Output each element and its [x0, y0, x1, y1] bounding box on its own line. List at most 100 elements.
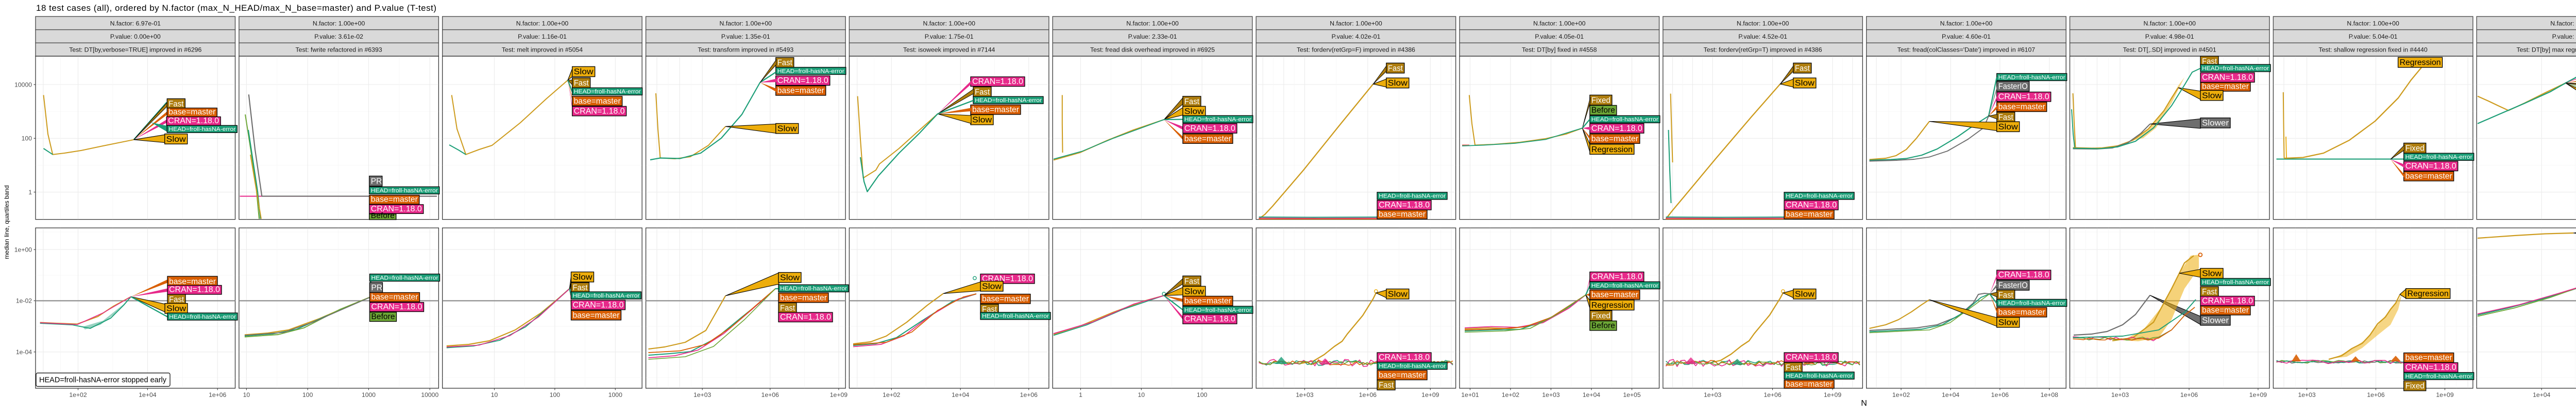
svg-text:CRAN=1.18.0: CRAN=1.18.0 [2405, 162, 2456, 171]
svg-text:10: 10 [1138, 391, 1145, 399]
svg-text:CRAN=1.18.0: CRAN=1.18.0 [1591, 124, 1642, 133]
svg-text:HEAD=froll-hasNA-error: HEAD=froll-hasNA-error [982, 313, 1049, 320]
svg-text:Fast: Fast [168, 100, 184, 109]
svg-text:1e+01: 1e+01 [1461, 391, 1479, 399]
svg-text:Test: DT[by,verbose=TRUE] impr: Test: DT[by,verbose=TRUE] improved in #6… [69, 46, 201, 54]
svg-text:Test: DT[by] fixed in #4558: Test: DT[by] fixed in #4558 [1522, 46, 1597, 54]
svg-text:HEAD=froll-hasNA-error: HEAD=froll-hasNA-error [573, 293, 640, 299]
svg-text:Fast: Fast [982, 305, 997, 314]
svg-text:HEAD=froll-hasNA-error: HEAD=froll-hasNA-error [574, 89, 641, 95]
svg-text:base=master: base=master [1591, 135, 1638, 143]
svg-text:CRAN=1.18.0: CRAN=1.18.0 [371, 303, 422, 311]
svg-text:CRAN=1.18.0: CRAN=1.18.0 [169, 286, 220, 294]
svg-text:1e+04: 1e+04 [952, 391, 969, 399]
svg-text:CRAN=1.18.0: CRAN=1.18.0 [780, 313, 831, 322]
svg-text:1e+06: 1e+06 [1991, 391, 2009, 399]
svg-text:HEAD=froll-hasNA-error: HEAD=froll-hasNA-error [2405, 154, 2472, 160]
svg-text:base=master: base=master [371, 293, 418, 302]
svg-text:1000: 1000 [362, 391, 376, 399]
svg-text:N.factor: 1.00e+00: N.factor: 1.00e+00 [1940, 20, 1993, 27]
svg-text:Fast: Fast [169, 295, 184, 304]
svg-text:base=master: base=master [574, 97, 621, 106]
svg-text:Slow: Slow [1998, 123, 2019, 131]
svg-text:HEAD=froll-hasNA-error: HEAD=froll-hasNA-error [1379, 363, 1446, 369]
svg-text:base=master: base=master [2405, 354, 2452, 362]
svg-text:P.value: 5.13e-01: P.value: 5.13e-01 [2552, 33, 2576, 40]
svg-text:HEAD=froll-hasNA-error stopped: HEAD=froll-hasNA-error stopped early [39, 376, 167, 385]
svg-text:N.factor: 1.00e+00: N.factor: 1.00e+00 [1126, 20, 1179, 27]
svg-text:CRAN=1.18.0: CRAN=1.18.0 [1184, 315, 1235, 324]
svg-text:base=master: base=master [780, 293, 827, 302]
svg-text:Slow: Slow [1795, 290, 1815, 299]
svg-text:P.value: 0.00e+00: P.value: 0.00e+00 [110, 33, 161, 40]
svg-text:FasterIO: FasterIO [1998, 82, 2028, 91]
svg-text:median line, quartiles band: median line, quartiles band [3, 185, 10, 259]
svg-text:Slow: Slow [1184, 287, 1205, 296]
svg-text:18 test cases (all), ordered b: 18 test cases (all), ordered by N.factor… [36, 3, 436, 13]
svg-text:CRAN=1.18.0: CRAN=1.18.0 [972, 77, 1023, 86]
svg-text:1e+04: 1e+04 [1583, 391, 1600, 399]
svg-text:CRAN=1.18.0: CRAN=1.18.0 [2202, 297, 2253, 306]
svg-text:100: 100 [550, 391, 561, 399]
svg-text:N.factor: 1.00e+00: N.factor: 1.00e+00 [516, 20, 569, 27]
svg-text:Slow: Slow [166, 135, 187, 144]
svg-text:Fast: Fast [2202, 288, 2217, 296]
svg-text:1: 1 [28, 189, 32, 196]
svg-text:CRAN=1.18.0: CRAN=1.18.0 [1379, 201, 1430, 210]
svg-text:HEAD=froll-hasNA-error: HEAD=froll-hasNA-error [1184, 117, 1251, 123]
svg-text:base=master: base=master [371, 195, 418, 204]
svg-text:CRAN=1.18.0: CRAN=1.18.0 [1591, 273, 1642, 281]
svg-text:PR: PR [371, 284, 383, 292]
svg-text:HEAD=froll-hasNA-error: HEAD=froll-hasNA-error [1786, 373, 1853, 379]
svg-text:Test: transform improved in #5: Test: transform improved in #5493 [698, 46, 793, 54]
svg-text:Fast: Fast [2202, 57, 2217, 66]
svg-text:P.value: 5.04e-01: P.value: 5.04e-01 [2349, 33, 2398, 40]
svg-text:Fast: Fast [1998, 291, 2014, 300]
svg-text:base=master: base=master [1184, 297, 1231, 306]
svg-text:CRAN=1.18.0: CRAN=1.18.0 [2202, 73, 2253, 82]
svg-text:HEAD=froll-hasNA-error: HEAD=froll-hasNA-error [1591, 283, 1658, 289]
svg-text:1e+06: 1e+06 [2367, 391, 2384, 399]
svg-text:HEAD=froll-hasNA-error: HEAD=froll-hasNA-error [1184, 307, 1251, 313]
svg-text:Fixed: Fixed [1591, 96, 1611, 105]
svg-text:P.value: 4.52e-01: P.value: 4.52e-01 [1738, 33, 1787, 40]
svg-text:Slow: Slow [982, 283, 1002, 291]
svg-text:10: 10 [243, 391, 250, 399]
svg-text:HEAD=froll-hasNA-error: HEAD=froll-hasNA-error [1786, 193, 1853, 200]
svg-text:CRAN=1.18.0: CRAN=1.18.0 [573, 301, 624, 309]
svg-text:100: 100 [1197, 391, 1208, 399]
svg-text:base=master: base=master [169, 277, 216, 286]
svg-text:base=master: base=master [1786, 210, 1833, 219]
svg-text:1e+09: 1e+09 [2436, 391, 2453, 399]
svg-text:HEAD=froll-hasNA-error: HEAD=froll-hasNA-error [1998, 74, 2065, 80]
svg-text:HEAD=froll-hasNA-error: HEAD=froll-hasNA-error [1998, 300, 2065, 306]
svg-text:1: 1 [1079, 391, 1082, 399]
svg-text:Fast: Fast [1184, 97, 1200, 106]
svg-text:base=master: base=master [1998, 103, 2045, 111]
svg-text:CRAN=1.18.0: CRAN=1.18.0 [1184, 124, 1235, 133]
svg-text:Fast: Fast [777, 59, 793, 68]
svg-text:base=master: base=master [777, 87, 824, 95]
svg-text:1e+02: 1e+02 [1892, 391, 1910, 399]
svg-text:1e+03: 1e+03 [2111, 391, 2129, 399]
svg-text:CRAN=1.18.0: CRAN=1.18.0 [1786, 201, 1837, 210]
svg-text:HEAD=froll-hasNA-error: HEAD=froll-hasNA-error [371, 275, 438, 281]
svg-text:Fixed: Fixed [2405, 144, 2425, 153]
svg-text:N.factor: 1.00e+00: N.factor: 1.00e+00 [313, 20, 365, 27]
svg-text:1e+06: 1e+06 [761, 391, 779, 399]
svg-text:base=master: base=master [1379, 210, 1426, 219]
svg-text:Test: fwrite refactored in #63: Test: fwrite refactored in #6393 [296, 46, 382, 54]
svg-text:Fast: Fast [975, 88, 990, 97]
svg-text:Fixed: Fixed [1591, 312, 1611, 321]
svg-text:Regression: Regression [2400, 58, 2441, 67]
svg-text:Slow: Slow [1998, 319, 2019, 327]
svg-text:Fast: Fast [574, 79, 589, 88]
svg-text:PR: PR [371, 177, 382, 186]
svg-text:1e+02: 1e+02 [883, 391, 900, 399]
svg-text:Slow: Slow [777, 125, 798, 134]
svg-text:Fast: Fast [1184, 277, 1200, 286]
svg-text:1e+00: 1e+00 [14, 246, 32, 253]
svg-text:1e+06: 1e+06 [1020, 391, 1038, 399]
svg-text:base=master: base=master [1379, 371, 1426, 379]
svg-text:Slow: Slow [972, 116, 992, 125]
